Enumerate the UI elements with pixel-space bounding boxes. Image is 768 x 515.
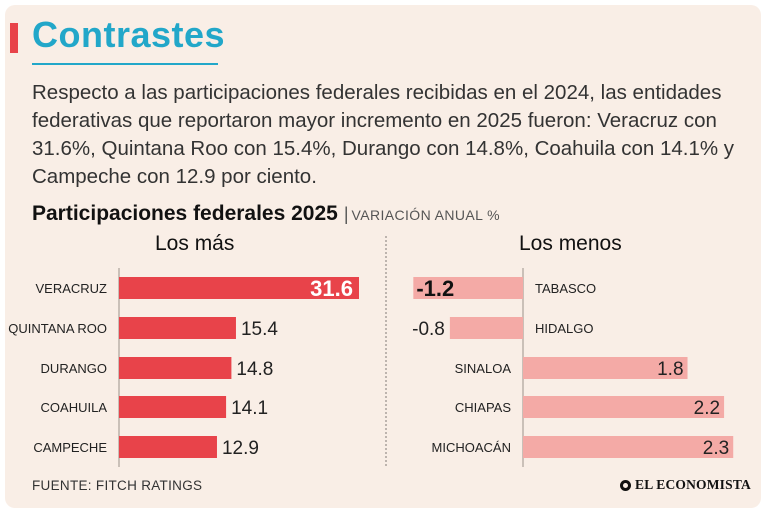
left-bar — [119, 396, 227, 418]
brand-logo-icon — [620, 479, 631, 491]
page-title: Contrastes — [32, 14, 226, 55]
title-underline — [32, 63, 218, 65]
right-category-label: CHIAPAS — [455, 400, 511, 415]
right-category-label: MICHOACÁN — [432, 440, 511, 455]
left-panel-title: Los más — [155, 232, 235, 255]
left-bar — [119, 317, 236, 339]
right-value-label: -0.8 — [412, 319, 445, 340]
right-bar — [523, 396, 725, 418]
right-bar — [449, 317, 523, 339]
left-category-label: QUINTANA ROO — [8, 321, 107, 336]
left-category-label: VERACRUZ — [35, 281, 107, 296]
chart-title-separator: | — [343, 204, 349, 224]
left-category-label: COAHUILA — [41, 400, 108, 415]
right-value-label: -1.2 — [416, 276, 454, 301]
left-bar — [119, 436, 217, 458]
right-category-label: SINALOA — [455, 361, 512, 376]
left-bar — [119, 277, 359, 299]
source-note: FUENTE: FITCH RATINGS — [32, 478, 203, 493]
right-value-label: 2.2 — [694, 398, 720, 419]
chart-header: Participaciones federales 2025 | VARIACIÓN… — [32, 202, 500, 226]
title-accent-bar — [10, 23, 18, 53]
right-value-label: 1.8 — [657, 359, 683, 380]
right-panel-title: Los menos — [519, 232, 622, 255]
left-value-label: 15.4 — [241, 319, 278, 340]
left-value-label: 12.9 — [222, 438, 259, 459]
left-bar — [119, 357, 232, 379]
right-category-label: HIDALGO — [535, 321, 594, 336]
left-value-label: 31.6 — [310, 276, 353, 301]
right-bar — [413, 277, 523, 299]
right-category-label: TABASCO — [535, 281, 596, 296]
brand-logo: EL ECONOMISTA — [620, 477, 751, 493]
intro-paragraph: Respecto a las participaciones federales… — [32, 81, 735, 188]
chart-title: Participaciones federales 2025 — [32, 202, 338, 225]
left-category-label: CAMPECHE — [33, 440, 107, 455]
panel-divider — [385, 236, 387, 466]
left-category-label: DURANGO — [41, 361, 107, 376]
left-value-label: 14.8 — [236, 359, 273, 380]
brand-name: EL ECONOMISTA — [635, 477, 751, 492]
chart-subtitle: VARIACIÓN ANUAL % — [351, 207, 500, 223]
right-bar — [523, 436, 734, 458]
right-value-label: 2.3 — [703, 438, 729, 459]
left-value-label: 14.1 — [231, 398, 268, 419]
infographic-card — [5, 5, 761, 508]
right-bar — [523, 357, 688, 379]
